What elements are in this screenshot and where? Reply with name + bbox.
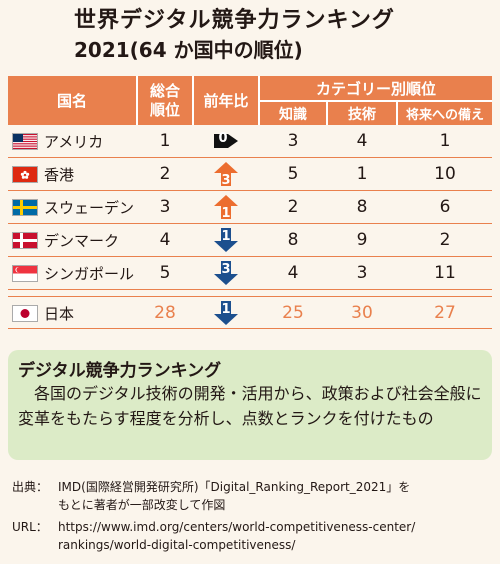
table-row: デンマーク 4 8 9 2 1 bbox=[8, 224, 492, 257]
country-cell: 香港 bbox=[8, 158, 140, 190]
future-rank: 2 bbox=[439, 230, 451, 250]
us-flag-icon bbox=[12, 132, 38, 150]
future-rank: 1 bbox=[439, 131, 451, 151]
future-rank: 27 bbox=[434, 303, 456, 323]
header-divider bbox=[326, 102, 328, 125]
country-name: デンマーク bbox=[44, 231, 120, 250]
table-row: 香港 2 5 1 10 3 bbox=[8, 158, 492, 191]
change-value: 0 bbox=[218, 131, 228, 146]
knowledge-rank: 25 bbox=[282, 303, 304, 323]
country-name: アメリカ bbox=[44, 132, 104, 151]
overall-rank: 1 bbox=[159, 131, 171, 151]
change-cell: 0 bbox=[194, 125, 258, 157]
header-future: 将来への備え bbox=[405, 108, 484, 123]
future-rank: 6 bbox=[439, 197, 451, 217]
header-category: カテゴリー別順位 bbox=[315, 79, 436, 98]
knowledge-rank: 3 bbox=[287, 131, 299, 151]
title-line-1: 世界デジタル競争力ランキング bbox=[74, 8, 395, 33]
sg-flag-icon bbox=[12, 264, 38, 282]
change-cell: 3 bbox=[194, 158, 258, 190]
se-flag-icon bbox=[12, 198, 38, 216]
definition-box: デジタル競争力ランキング 各国のデジタル技術の開発・活用から、政策および社会全般… bbox=[8, 350, 492, 460]
source-line-2: もとに著者が一部改変して作図 bbox=[58, 498, 226, 512]
country-name: シンガポール bbox=[44, 264, 135, 283]
overall-rank: 4 bbox=[159, 230, 171, 250]
future-rank: 11 bbox=[434, 263, 456, 283]
country-cell: スウェーデン bbox=[8, 191, 140, 223]
title-line-2: 2021(64 か国中の順位) bbox=[74, 38, 303, 62]
arrow-down-icon bbox=[213, 227, 239, 258]
arrow-down-icon bbox=[213, 300, 239, 331]
future-rank: 10 bbox=[434, 164, 456, 184]
table-header: 国名 総合 順位 前年比 カテゴリー別順位 知識 技術 将来への備え bbox=[8, 76, 492, 125]
header-divider bbox=[136, 76, 138, 125]
change-value: 1 bbox=[221, 206, 231, 221]
technology-rank: 30 bbox=[351, 303, 373, 323]
change-cell: 3 bbox=[194, 257, 258, 289]
header-divider bbox=[258, 76, 260, 125]
country-name: 日本 bbox=[44, 304, 75, 323]
header-knowledge: 知識 bbox=[279, 106, 307, 123]
source-label: 出典： bbox=[12, 480, 49, 494]
arrow-up-icon bbox=[213, 194, 239, 225]
knowledge-rank: 8 bbox=[287, 230, 299, 250]
jp-flag-icon bbox=[12, 304, 38, 322]
arrow-right-icon bbox=[213, 128, 239, 159]
definition-title: デジタル競争力ランキング bbox=[18, 361, 222, 381]
change-cell: 1 bbox=[194, 224, 258, 256]
knowledge-rank: 2 bbox=[287, 197, 299, 217]
technology-rank: 3 bbox=[356, 263, 368, 283]
overall-rank: 28 bbox=[154, 303, 176, 323]
table-row: アメリカ 1 3 4 1 0 bbox=[8, 125, 492, 158]
dk-flag-icon bbox=[12, 231, 38, 249]
overall-rank: 3 bbox=[159, 197, 171, 217]
technology-rank: 1 bbox=[356, 164, 368, 184]
url-line-2: rankings/world-digital-competitiveness/ bbox=[58, 538, 296, 552]
change-cell: 1 bbox=[194, 297, 258, 329]
header-divider bbox=[260, 100, 492, 102]
header-divider bbox=[192, 76, 194, 125]
change-value: 1 bbox=[221, 229, 231, 244]
url-line-1: https://www.imd.org/centers/world-compet… bbox=[58, 520, 416, 534]
country-name: スウェーデン bbox=[44, 198, 135, 217]
country-cell: 日本 bbox=[8, 297, 140, 329]
source-note: 出典： IMD(国際経営開発研究所)「Digital_Ranking_Report… bbox=[12, 478, 494, 554]
country-cell: デンマーク bbox=[8, 224, 140, 256]
overall-rank: 5 bbox=[159, 263, 171, 283]
table-row: スウェーデン 3 2 8 6 1 bbox=[8, 191, 492, 224]
hk-flag-icon bbox=[12, 165, 38, 183]
header-country: 国名 bbox=[56, 92, 87, 110]
ranking-table: 国名 総合 順位 前年比 カテゴリー別順位 知識 技術 将来への備え アメリカ 1… bbox=[8, 76, 492, 329]
table-row: 日本 28 25 30 27 1 bbox=[8, 296, 492, 329]
arrow-up-icon bbox=[213, 161, 239, 192]
country-cell: アメリカ bbox=[8, 125, 140, 157]
header-divider bbox=[396, 102, 398, 125]
source-line-1: IMD(国際経営開発研究所)「Digital_Ranking_Report_20… bbox=[58, 480, 411, 494]
technology-rank: 8 bbox=[356, 197, 368, 217]
arrow-down-icon bbox=[213, 260, 239, 291]
change-value: 3 bbox=[221, 262, 231, 277]
country-name: 香港 bbox=[44, 165, 75, 184]
header-overall: 総合 順位 bbox=[149, 81, 180, 119]
knowledge-rank: 5 bbox=[287, 164, 299, 184]
change-value: 1 bbox=[221, 302, 231, 317]
overall-rank: 2 bbox=[159, 164, 171, 184]
header-technology: 技術 bbox=[348, 106, 376, 123]
technology-rank: 4 bbox=[356, 131, 368, 151]
table-row: シンガポール 5 4 3 11 3 bbox=[8, 257, 492, 290]
definition-body: 各国のデジタル技術の開発・活用から、政策および社会全般に変革をもたらす程度を分析… bbox=[18, 384, 482, 428]
change-value: 3 bbox=[221, 173, 231, 188]
change-cell: 1 bbox=[194, 191, 258, 223]
country-cell: シンガポール bbox=[8, 257, 140, 289]
header-change: 前年比 bbox=[203, 92, 249, 110]
url-label: URL： bbox=[12, 520, 48, 534]
knowledge-rank: 4 bbox=[287, 263, 299, 283]
technology-rank: 9 bbox=[356, 230, 368, 250]
